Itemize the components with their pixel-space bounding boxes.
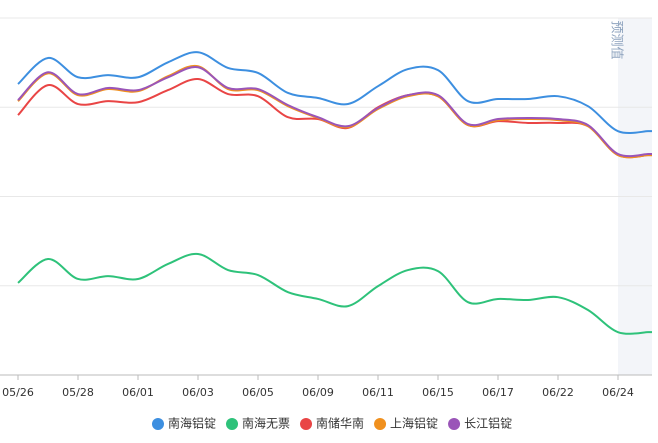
x-tick-label: 06/03 xyxy=(182,386,214,399)
legend-label[interactable]: 长江铝锭 xyxy=(464,416,512,431)
series-line xyxy=(17,66,652,158)
x-tick-label: 05/26 xyxy=(2,386,34,399)
series-line xyxy=(17,64,652,159)
series-line xyxy=(17,51,652,134)
x-tick-label: 06/09 xyxy=(302,386,334,399)
x-tick-label: 06/15 xyxy=(422,386,454,399)
legend-marker xyxy=(448,418,461,430)
legend-marker xyxy=(374,418,387,430)
legend-label[interactable]: 南储华南 xyxy=(316,416,364,431)
legend-marker xyxy=(226,418,239,430)
legend-label[interactable]: 上海铝锭 xyxy=(390,416,438,431)
x-tick-label: 06/24 xyxy=(602,386,634,399)
x-tick-label: 06/01 xyxy=(122,386,154,399)
legend-marker xyxy=(300,418,313,430)
series-line xyxy=(17,252,652,335)
legend-marker xyxy=(152,418,164,430)
x-tick-label: 06/17 xyxy=(482,386,514,399)
forecast-label: 预测值 xyxy=(609,20,625,59)
legend-label[interactable]: 南海无票 xyxy=(242,416,290,431)
x-tick-label: 06/22 xyxy=(542,386,574,399)
legend-label[interactable]: 南海铝锭 xyxy=(168,416,216,431)
x-tick-label: 05/28 xyxy=(62,386,94,399)
x-tick-label: 06/05 xyxy=(242,386,274,399)
x-tick-label: 06/11 xyxy=(362,386,394,399)
